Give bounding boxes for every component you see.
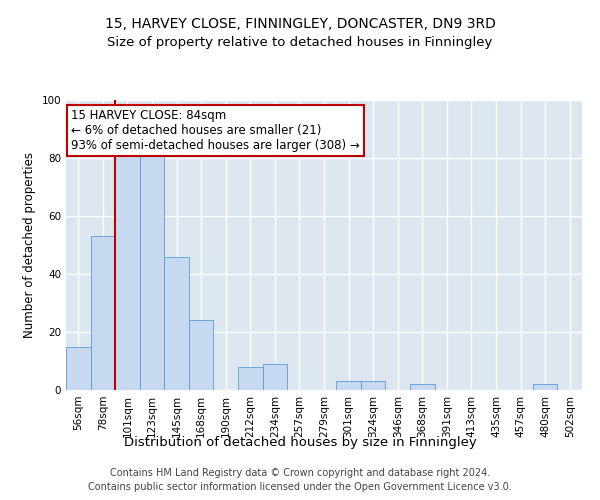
- Text: Size of property relative to detached houses in Finningley: Size of property relative to detached ho…: [107, 36, 493, 49]
- Bar: [263, 364, 287, 390]
- Text: Contains HM Land Registry data © Crown copyright and database right 2024.: Contains HM Land Registry data © Crown c…: [110, 468, 490, 477]
- Bar: [336, 382, 361, 390]
- Bar: [140, 144, 164, 390]
- Text: 15, HARVEY CLOSE, FINNINGLEY, DONCASTER, DN9 3RD: 15, HARVEY CLOSE, FINNINGLEY, DONCASTER,…: [104, 18, 496, 32]
- Bar: [164, 256, 189, 390]
- Bar: [115, 152, 140, 390]
- Y-axis label: Number of detached properties: Number of detached properties: [23, 152, 36, 338]
- Bar: [533, 384, 557, 390]
- Text: Contains public sector information licensed under the Open Government Licence v3: Contains public sector information licen…: [88, 482, 512, 492]
- Bar: [238, 367, 263, 390]
- Bar: [189, 320, 214, 390]
- Text: 15 HARVEY CLOSE: 84sqm
← 6% of detached houses are smaller (21)
93% of semi-deta: 15 HARVEY CLOSE: 84sqm ← 6% of detached …: [71, 108, 360, 152]
- Bar: [66, 346, 91, 390]
- Bar: [410, 384, 434, 390]
- Bar: [361, 382, 385, 390]
- Bar: [91, 236, 115, 390]
- Text: Distribution of detached houses by size in Finningley: Distribution of detached houses by size …: [124, 436, 476, 449]
